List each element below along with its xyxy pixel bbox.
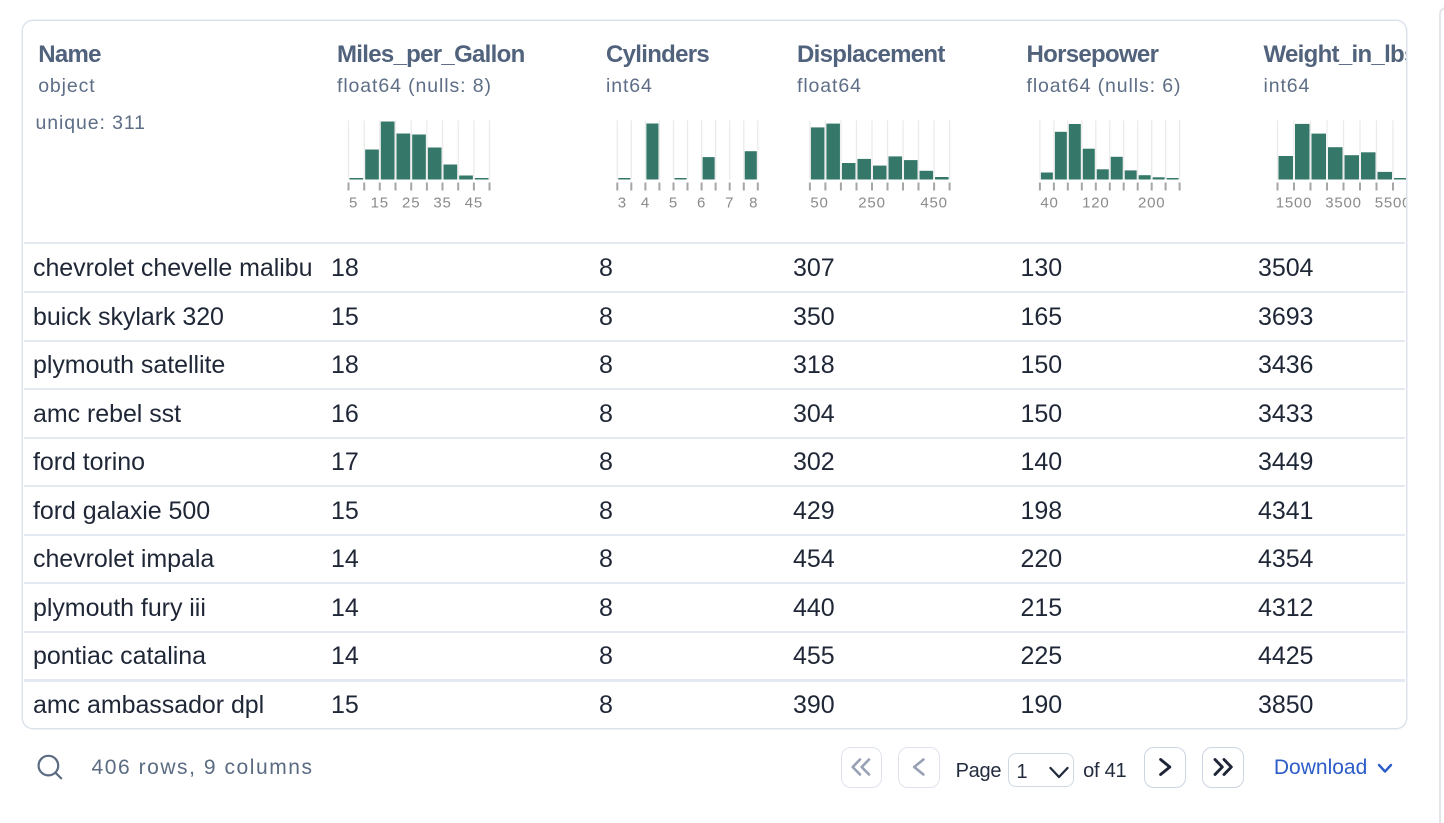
svg-text:5: 5: [349, 195, 358, 212]
svg-text:35: 35: [433, 195, 451, 212]
svg-text:1500: 1500: [1276, 195, 1313, 212]
svg-text:5500: 5500: [1375, 195, 1406, 212]
svg-text:50: 50: [810, 195, 828, 212]
svg-text:45: 45: [465, 195, 483, 212]
svg-text:5: 5: [669, 195, 678, 212]
svg-text:4: 4: [641, 195, 650, 212]
svg-text:3: 3: [618, 195, 627, 212]
svg-text:8: 8: [749, 195, 758, 212]
svg-text:40: 40: [1040, 195, 1058, 212]
svg-text:200: 200: [1138, 195, 1165, 212]
svg-text:450: 450: [920, 195, 947, 212]
svg-text:6: 6: [697, 195, 706, 212]
svg-text:15: 15: [371, 195, 389, 212]
svg-text:120: 120: [1082, 195, 1109, 212]
svg-text:250: 250: [858, 195, 885, 212]
svg-text:25: 25: [402, 195, 420, 212]
svg-text:3500: 3500: [1325, 195, 1362, 212]
svg-text:7: 7: [725, 195, 734, 212]
